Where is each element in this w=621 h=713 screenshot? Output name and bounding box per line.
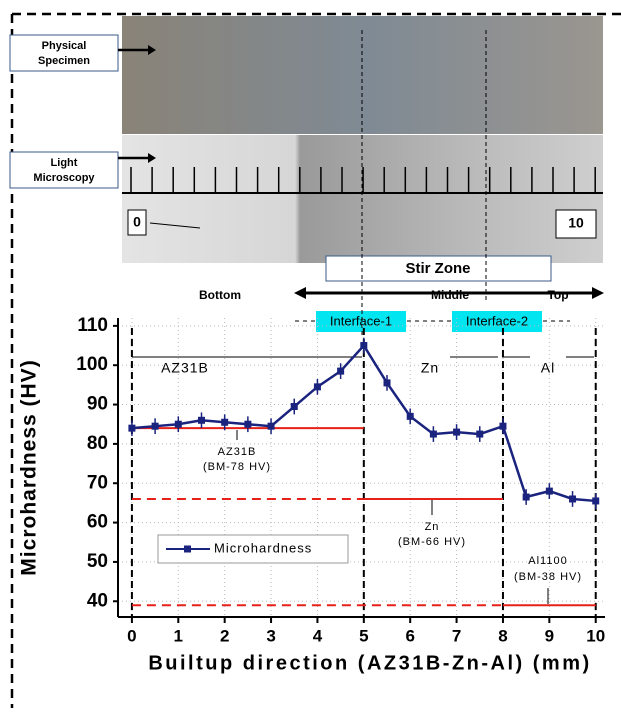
scale-label: 0 bbox=[133, 214, 141, 230]
x-tick-label: 3 bbox=[266, 626, 275, 645]
x-tick-label: 1 bbox=[174, 626, 183, 645]
region-label: Top bbox=[547, 288, 568, 302]
marker bbox=[569, 495, 576, 502]
marker bbox=[221, 419, 228, 426]
marker bbox=[546, 488, 553, 495]
marker bbox=[407, 413, 414, 420]
region-label: Middle bbox=[431, 288, 469, 302]
x-tick-label: 5 bbox=[359, 626, 368, 645]
region-label: Bottom bbox=[199, 288, 241, 302]
y-tick-label: 80 bbox=[87, 433, 108, 454]
figure: 0 10 Physical Specimen Light Microscopy … bbox=[0, 0, 621, 708]
arrow bbox=[592, 287, 604, 299]
marker bbox=[314, 383, 321, 390]
marker bbox=[268, 423, 275, 430]
legend-marker bbox=[184, 546, 191, 553]
marker bbox=[523, 494, 530, 501]
label: Specimen bbox=[38, 55, 90, 67]
marker bbox=[152, 423, 159, 430]
marker bbox=[175, 421, 182, 428]
annotation: (BM-38 HV) bbox=[514, 571, 582, 583]
label: Light bbox=[51, 157, 78, 169]
marker bbox=[360, 342, 367, 349]
marker bbox=[198, 417, 205, 424]
marker bbox=[244, 421, 251, 428]
marker bbox=[384, 379, 391, 386]
annotation: (BM-78 HV) bbox=[203, 461, 271, 473]
marker bbox=[499, 423, 506, 430]
x-tick-label: 4 bbox=[313, 626, 323, 645]
arrow bbox=[294, 287, 306, 299]
x-tick-label: 10 bbox=[586, 626, 605, 645]
y-tick-label: 40 bbox=[87, 590, 108, 611]
y-tick-label: 70 bbox=[87, 472, 108, 493]
x-tick-label: 2 bbox=[220, 626, 229, 645]
marker bbox=[128, 425, 135, 432]
y-tick-label: 100 bbox=[76, 354, 108, 375]
x-tick-label: 7 bbox=[452, 626, 461, 645]
y-tick-label: 60 bbox=[87, 512, 108, 533]
y-axis-label: Microhardness (HV) bbox=[18, 359, 41, 575]
marker bbox=[476, 431, 483, 438]
x-tick-label: 0 bbox=[127, 626, 136, 645]
annotation: AZ31B bbox=[161, 360, 209, 376]
y-tick-label: 50 bbox=[87, 551, 108, 572]
label: Physical bbox=[42, 40, 87, 52]
marker bbox=[592, 497, 599, 504]
marker bbox=[337, 368, 344, 375]
stir-zone: Stir Zone bbox=[405, 260, 470, 277]
annotation: Al bbox=[541, 360, 555, 376]
annotation: AZ31B bbox=[218, 446, 257, 458]
scale-label: 10 bbox=[568, 215, 584, 231]
annotation: (BM-66 HV) bbox=[398, 536, 466, 548]
y-tick-label: 90 bbox=[87, 394, 108, 415]
x-tick-label: 9 bbox=[545, 626, 554, 645]
x-tick-label: 8 bbox=[498, 626, 507, 645]
label: Microscopy bbox=[33, 172, 95, 184]
y-tick-label: 110 bbox=[77, 315, 108, 336]
annotation: Zn bbox=[421, 360, 439, 376]
annotation: Zn bbox=[425, 521, 440, 533]
legend-label: Microhardness bbox=[214, 540, 312, 555]
x-tick-label: 6 bbox=[405, 626, 414, 645]
marker bbox=[453, 429, 460, 436]
marker bbox=[430, 431, 437, 438]
marker bbox=[291, 403, 298, 410]
x-axis-label: Builtup direction (AZ31B-Zn-Al) (mm) bbox=[148, 652, 591, 674]
annotation: Al1100 bbox=[528, 555, 567, 567]
